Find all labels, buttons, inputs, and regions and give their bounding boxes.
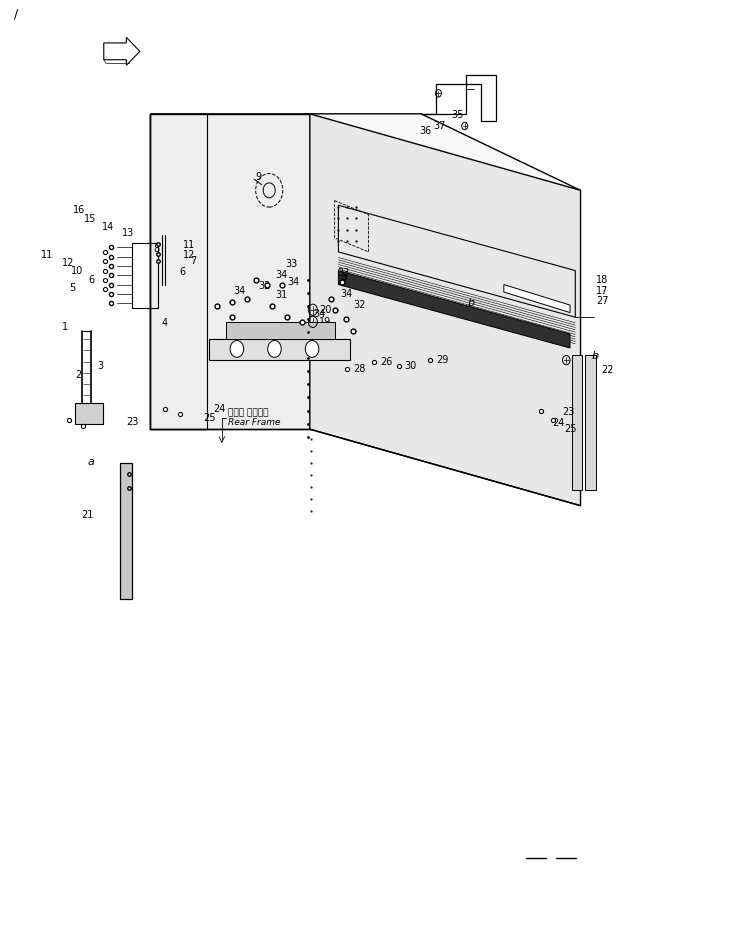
Text: 30: 30 (405, 361, 417, 370)
Polygon shape (104, 37, 140, 65)
Text: 5: 5 (69, 284, 75, 293)
Text: 23: 23 (126, 417, 138, 426)
Text: 31: 31 (275, 290, 287, 299)
Polygon shape (310, 114, 581, 506)
Text: 8: 8 (153, 244, 159, 254)
Polygon shape (504, 285, 570, 313)
Polygon shape (75, 403, 103, 424)
Text: 11: 11 (41, 250, 53, 259)
Text: 17: 17 (596, 286, 608, 296)
Text: 12: 12 (62, 258, 74, 268)
Text: 7: 7 (190, 257, 196, 266)
Text: 16: 16 (73, 205, 85, 215)
Text: 34: 34 (287, 277, 299, 286)
Polygon shape (572, 355, 582, 490)
Text: 28: 28 (353, 364, 365, 373)
Text: 24: 24 (553, 418, 565, 427)
Text: 23: 23 (562, 408, 575, 417)
Polygon shape (150, 114, 310, 429)
Text: 10: 10 (71, 266, 83, 275)
Text: 35: 35 (451, 110, 463, 119)
Text: 34: 34 (275, 271, 287, 280)
Polygon shape (209, 339, 350, 360)
Text: 3: 3 (98, 361, 104, 370)
Text: 2: 2 (75, 370, 81, 380)
Text: /: / (14, 7, 18, 21)
Text: 21: 21 (81, 510, 93, 520)
Text: 13: 13 (122, 229, 134, 238)
Text: b: b (592, 352, 599, 361)
Text: 32: 32 (259, 282, 271, 291)
Text: 11: 11 (183, 241, 195, 250)
Text: 14: 14 (102, 222, 114, 231)
Polygon shape (150, 114, 581, 190)
Polygon shape (226, 322, 335, 339)
Text: 19: 19 (319, 317, 331, 327)
Text: 4: 4 (162, 318, 168, 327)
Text: a: a (341, 272, 347, 282)
Text: 34: 34 (233, 286, 245, 296)
Text: 27: 27 (596, 297, 609, 306)
Polygon shape (150, 114, 207, 429)
Text: 37: 37 (433, 121, 445, 131)
Text: 25: 25 (564, 425, 577, 434)
Text: 12: 12 (183, 250, 195, 259)
Text: FWD: FWD (110, 48, 125, 53)
Text: 36: 36 (420, 126, 432, 135)
Circle shape (230, 341, 244, 357)
Text: 29: 29 (436, 355, 448, 365)
Text: 33: 33 (337, 269, 349, 278)
Text: 25: 25 (203, 413, 216, 423)
Text: 34: 34 (340, 289, 352, 299)
Text: a: a (87, 457, 94, 466)
Text: 20: 20 (319, 305, 331, 314)
Text: リヤー フレーム: リヤー フレーム (228, 409, 268, 418)
Text: 6: 6 (179, 268, 185, 277)
Text: b: b (468, 299, 475, 308)
Text: 6: 6 (89, 275, 95, 285)
Polygon shape (120, 463, 132, 599)
Text: 22: 22 (602, 366, 614, 375)
Text: 9: 9 (256, 173, 262, 182)
Text: 24: 24 (214, 404, 226, 413)
Text: 15: 15 (84, 215, 96, 224)
Circle shape (268, 341, 281, 357)
Text: 18: 18 (596, 275, 608, 285)
Circle shape (305, 341, 319, 357)
Polygon shape (338, 271, 570, 348)
Polygon shape (585, 355, 596, 490)
Text: 34: 34 (313, 310, 325, 319)
Text: 33: 33 (286, 259, 298, 269)
Text: 26: 26 (381, 357, 393, 367)
Text: Rear Frame: Rear Frame (228, 418, 280, 427)
Text: 32: 32 (353, 300, 365, 310)
Text: 1: 1 (62, 322, 68, 331)
